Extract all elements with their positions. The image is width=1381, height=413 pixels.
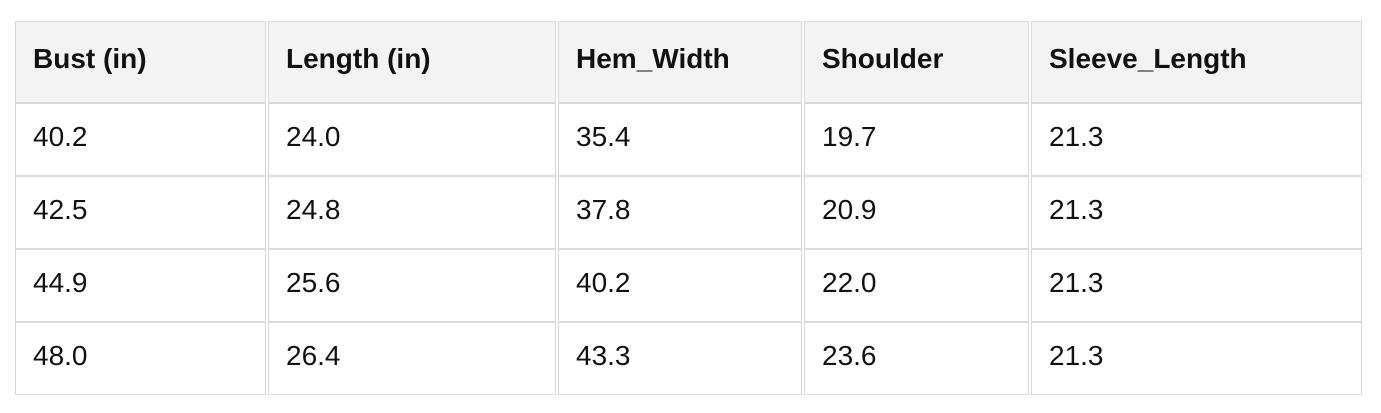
table-cell: 26.4 xyxy=(268,322,556,395)
table-cell: 40.2 xyxy=(558,249,802,322)
column-header-hem-width: Hem_Width xyxy=(558,21,802,103)
table-cell: 24.0 xyxy=(268,103,556,176)
table-cell: 44.9 xyxy=(15,249,266,322)
table-cell: 48.0 xyxy=(15,322,266,395)
table-cell: 25.6 xyxy=(268,249,556,322)
table-cell: 23.6 xyxy=(804,322,1029,395)
column-header-length: Length (in) xyxy=(268,21,556,103)
table-cell: 37.8 xyxy=(558,176,802,249)
column-header-shoulder: Shoulder xyxy=(804,21,1029,103)
table-cell: 20.9 xyxy=(804,176,1029,249)
column-header-bust: Bust (in) xyxy=(15,21,266,103)
table-cell: 21.3 xyxy=(1031,249,1362,322)
table-row: 42.5 24.8 37.8 20.9 21.3 xyxy=(15,176,1362,249)
size-chart-table: Bust (in) Length (in) Hem_Width Shoulder… xyxy=(13,21,1364,395)
table-cell: 24.8 xyxy=(268,176,556,249)
table-cell: 21.3 xyxy=(1031,176,1362,249)
table-cell: 35.4 xyxy=(558,103,802,176)
table-cell: 19.7 xyxy=(804,103,1029,176)
table-cell: 22.0 xyxy=(804,249,1029,322)
table-row: 40.2 24.0 35.4 19.7 21.3 xyxy=(15,103,1362,176)
table-cell: 43.3 xyxy=(558,322,802,395)
column-header-sleeve-length: Sleeve_Length xyxy=(1031,21,1362,103)
table-cell: 21.3 xyxy=(1031,322,1362,395)
table-cell: 42.5 xyxy=(15,176,266,249)
table-cell: 40.2 xyxy=(15,103,266,176)
table-header-row: Bust (in) Length (in) Hem_Width Shoulder… xyxy=(15,21,1362,103)
table-row: 44.9 25.6 40.2 22.0 21.3 xyxy=(15,249,1362,322)
table-row: 48.0 26.4 43.3 23.6 21.3 xyxy=(15,322,1362,395)
table-cell: 21.3 xyxy=(1031,103,1362,176)
